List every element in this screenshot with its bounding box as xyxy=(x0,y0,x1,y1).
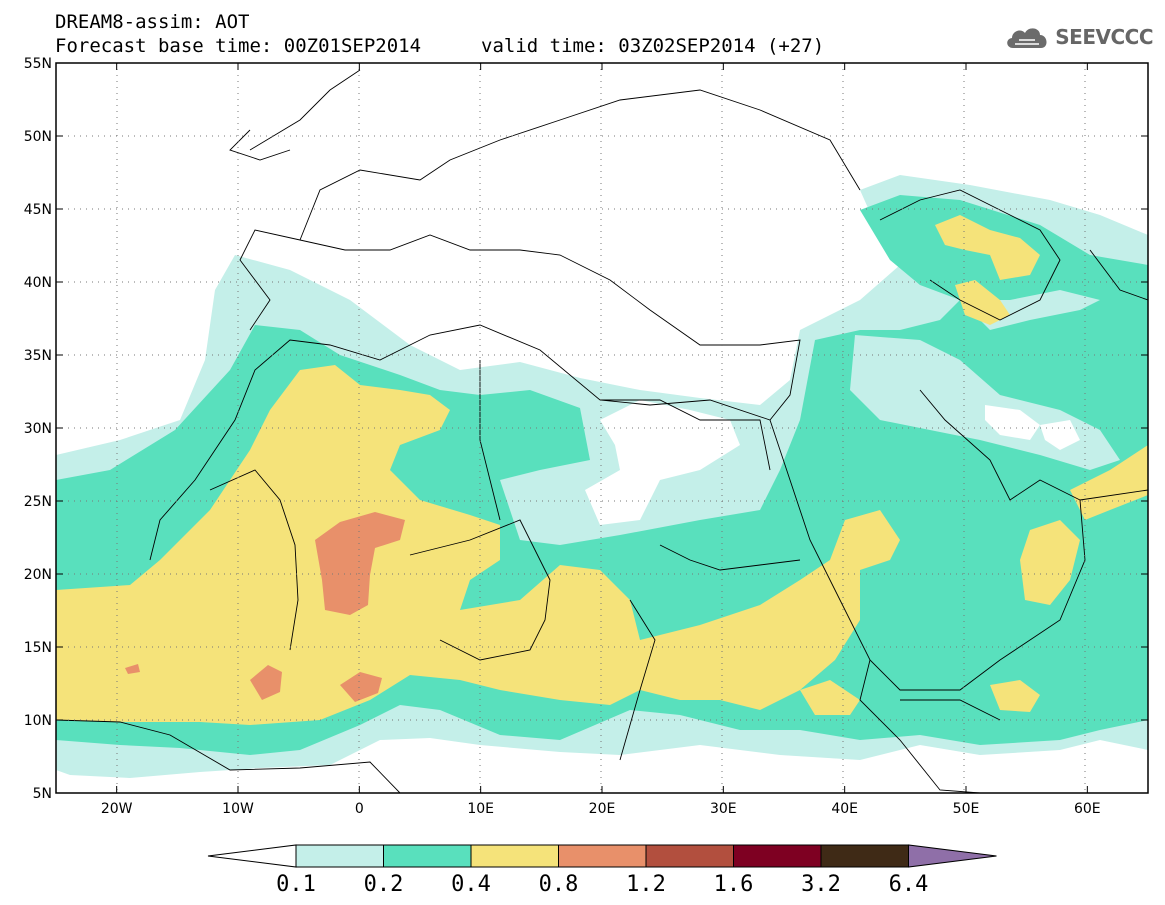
lat-tick-label: 5N xyxy=(33,786,52,802)
colorbar-label: 1.2 xyxy=(626,872,666,897)
colorbar-label: 1.6 xyxy=(714,872,754,897)
colorbar-label: 3.2 xyxy=(801,872,841,897)
lat-tick-label: 55N xyxy=(24,56,52,72)
lon-tick-label: 30E xyxy=(710,801,737,817)
colorbar-swatch xyxy=(470,844,559,868)
lat-tick-label: 40N xyxy=(24,275,52,291)
colorbar-label: 0.2 xyxy=(364,872,404,897)
lat-tick-label: 35N xyxy=(24,348,52,364)
aot-band-0.4-gulf xyxy=(1070,445,1148,520)
coastlines xyxy=(56,69,1148,793)
lon-tick-label: 20W xyxy=(101,801,133,817)
colorbar-label: 0.1 xyxy=(276,872,316,897)
colorbar-arrow-low xyxy=(207,844,297,868)
colorbar-label: 0.8 xyxy=(539,872,579,897)
aot-band-0.4-oman xyxy=(1020,520,1080,605)
colorbar-swatch xyxy=(558,844,647,868)
colorbar-swatch xyxy=(733,844,822,868)
colorbar-swatch xyxy=(645,844,734,868)
lon-tick-label: 10E xyxy=(467,801,494,817)
lon-tick-label: 60E xyxy=(1074,801,1101,817)
lat-tick-label: 25N xyxy=(24,494,52,510)
lon-tick-label: 50E xyxy=(953,801,980,817)
colorbar-arrow-high xyxy=(908,844,997,868)
lon-tick-label: 20E xyxy=(589,801,616,817)
graticule xyxy=(56,63,1148,793)
clean-air-arabia-2 xyxy=(985,405,1040,440)
colorbar: 0.1 0.2 0.4 0.8 1.2 1.6 3.2 6.4 xyxy=(207,844,997,897)
aot-band-0.8-sahel-1 xyxy=(250,665,282,700)
aot-band-0.8-sahel-2 xyxy=(340,672,382,702)
lon-tick-label: 40E xyxy=(831,801,858,817)
aot-band-0.4-arabian-sea xyxy=(990,680,1040,712)
lat-tick-label: 30N xyxy=(24,421,52,437)
colorbar-swatch xyxy=(820,844,909,868)
colorbar-swatch xyxy=(295,844,384,868)
cloud-icon xyxy=(1007,28,1047,48)
colorbar-label: 0.4 xyxy=(451,872,491,897)
lat-tick-label: 45N xyxy=(24,202,52,218)
colorbar-label: 6.4 xyxy=(889,872,929,897)
aot-band-0.4 xyxy=(56,365,900,725)
lat-tick-label: 15N xyxy=(24,640,52,656)
logo-text: SEEVCCC xyxy=(1055,25,1153,49)
seevccc-logo: SEEVCCC xyxy=(1003,22,1153,52)
lat-tick-label: 50N xyxy=(24,129,52,145)
aot-band-0.4-caspian-2 xyxy=(955,280,1010,325)
aot-band-0.8-coast xyxy=(125,664,140,674)
aot-band-0.4-caspian xyxy=(935,215,1040,280)
aot-band-0.4-yemen xyxy=(800,680,860,715)
aot-fields xyxy=(56,175,1148,778)
lat-tick-label: 10N xyxy=(24,713,52,729)
lon-tick-label: 10W xyxy=(222,801,254,817)
lon-tick-label: 0 xyxy=(355,801,364,817)
colorbar-swatch xyxy=(383,844,472,868)
forecast-base-time: Forecast base time: 00Z01SEP2014 xyxy=(55,35,422,57)
map-title: DREAM8-assim: AOT xyxy=(55,11,250,33)
axis-ticks: 20W 10W 0 10E 20E 30E 40E 50E 60E 55N 50N 45N 40N 35N… xyxy=(24,56,1148,817)
valid-time: valid time: 03Z02SEP2014 (+27) xyxy=(481,35,825,57)
clean-air-egypt xyxy=(585,400,740,525)
lat-tick-label: 20N xyxy=(24,567,52,583)
aot-band-0.8-sahara xyxy=(315,512,405,615)
